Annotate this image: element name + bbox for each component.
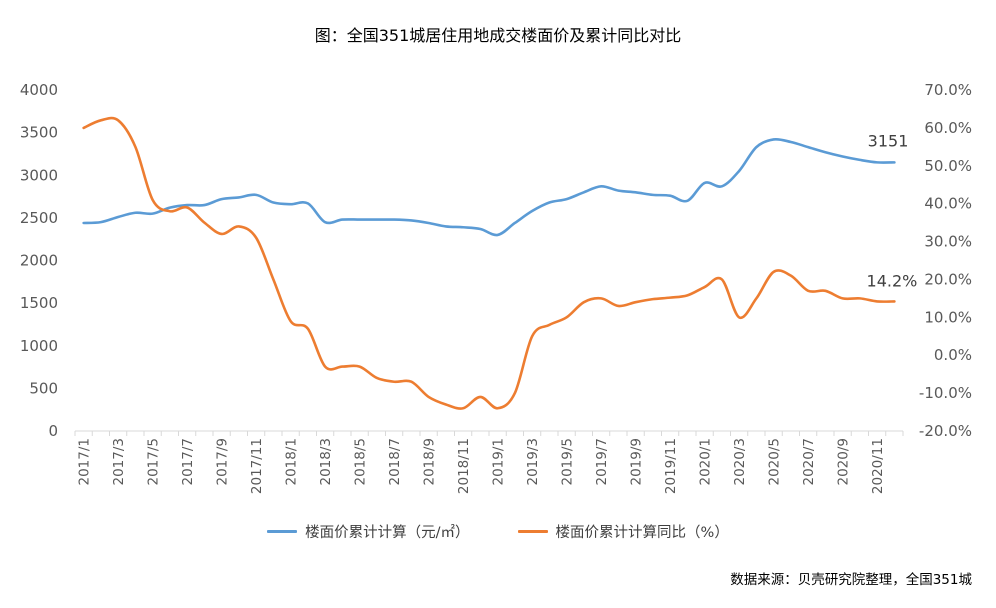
annotations: 3151 14.2% [867, 131, 918, 290]
axes [74, 430, 904, 436]
x-tick-label: 2018/11 [456, 438, 472, 494]
y-left-tick-label: 2500 [20, 209, 58, 227]
series-line-yoy [82, 116, 896, 410]
legend: 楼面价累计计算（元/㎡） 楼面价累计计算同比（%） [0, 521, 996, 542]
x-tick-label: 2017/7 [180, 438, 196, 486]
y-right-tick-label: 40.0% [924, 195, 972, 213]
y-left-tick-label: 4000 [20, 81, 58, 99]
x-tick-label: 2020/5 [767, 438, 783, 486]
source-note: 数据来源：贝壳研究院整理，全国351城 [730, 572, 972, 588]
y-left-tick-label: 1000 [20, 337, 58, 355]
y-left-tick-label: 3500 [20, 124, 58, 142]
y-axis-right: -20.0% -10.0% 0.0% 10.0% 20.0% 30.0% 40.0% 50.0… [919, 81, 972, 440]
y-right-tick-label: 60.0% [924, 119, 972, 137]
y-right-tick-label: -20.0% [919, 422, 972, 440]
x-tick-label: 2019/3 [525, 438, 541, 486]
x-tick-label: 2020/1 [698, 438, 714, 486]
y-right-tick-label: 50.0% [924, 157, 972, 175]
x-tick-label: 2019/7 [594, 438, 610, 486]
legend-label-yoy: 楼面价累计计算同比（%） [555, 525, 729, 541]
x-tick-label: 2019/5 [560, 438, 576, 486]
y-right-tick-label: 0.0% [934, 346, 972, 364]
y-left-tick-label: 3000 [20, 166, 58, 184]
annotation-price-last: 3151 [868, 131, 909, 150]
y-left-tick-label: 0 [48, 422, 58, 440]
x-tick-label: 2018/3 [318, 438, 334, 486]
series-line-price [82, 137, 896, 237]
chart-title: 图：全国351城居住用地成交楼面价及累计同比对比 [314, 26, 682, 45]
x-tick-label: 2017/3 [111, 438, 127, 486]
x-tick-label: 2019/9 [629, 438, 645, 486]
y-left-tick-label: 1500 [20, 294, 58, 312]
y-left-tick-label: 500 [29, 379, 58, 397]
annotation-yoy-last: 14.2% [867, 271, 918, 290]
y-left-tick-label: 2000 [20, 252, 58, 270]
legend-item-yoy: 楼面价累计计算同比（%） [517, 521, 729, 542]
x-tick-label: 2020/3 [732, 438, 748, 486]
x-tick-label: 2017/5 [146, 438, 162, 486]
x-tick-label: 2019/11 [663, 438, 679, 494]
y-right-tick-label: 10.0% [924, 308, 972, 326]
x-tick-label: 2018/9 [422, 438, 438, 486]
legend-swatch-yoy [517, 530, 548, 533]
x-tick-label: 2020/9 [836, 438, 852, 486]
x-tick-label: 2017/9 [215, 438, 231, 486]
x-tick-label: 2018/7 [387, 438, 403, 486]
y-right-tick-label: 70.0% [924, 81, 972, 99]
x-tick-label: 2017/1 [77, 438, 93, 486]
x-tick-label: 2017/11 [249, 438, 265, 494]
x-tick-label: 2020/11 [870, 438, 886, 494]
legend-label-price: 楼面价累计计算（元/㎡） [305, 525, 470, 541]
x-tick-label: 2018/5 [353, 438, 369, 486]
x-tick-label: 2018/1 [284, 438, 300, 486]
y-axis-left: 0 500 1000 1500 2000 2500 3000 3500 4000 [20, 81, 58, 440]
y-right-tick-label: 20.0% [924, 270, 972, 288]
x-axis: 2017/1 2017/3 2017/5 2017/7 2017/9 2017/11 201… [77, 438, 887, 494]
legend-item-price: 楼面价累计计算（元/㎡） [267, 521, 470, 542]
x-tick-label: 2019/1 [491, 438, 507, 486]
x-tick-label: 2020/7 [801, 438, 817, 486]
series-lines [82, 116, 896, 410]
y-right-tick-label: -10.0% [919, 384, 972, 402]
legend-swatch-price [267, 530, 298, 533]
y-right-tick-label: 30.0% [924, 233, 972, 251]
